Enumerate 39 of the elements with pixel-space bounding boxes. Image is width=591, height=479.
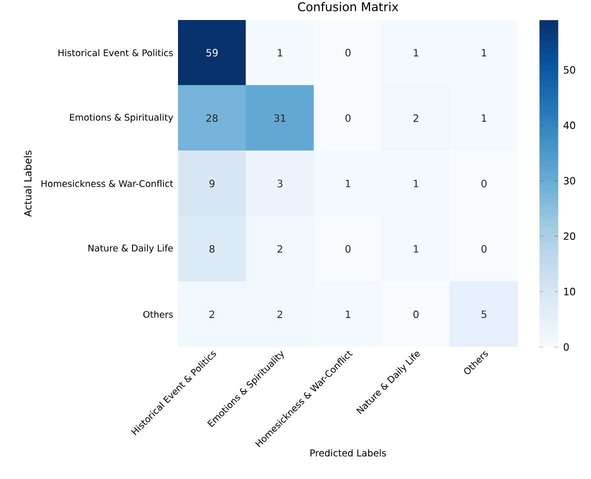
color-bar-label: 50 — [564, 66, 576, 74]
color-bar-label: 10 — [564, 288, 576, 296]
data-label: 28 — [206, 114, 218, 122]
data-label: 1 — [414, 180, 418, 188]
data-label: 0 — [481, 180, 487, 188]
color-bar-label: 40 — [564, 122, 576, 130]
data-label: 1 — [346, 180, 350, 188]
data-label: 0 — [345, 245, 351, 253]
y-axis-title: Actual Labels — [24, 150, 32, 217]
y-tick-label: Homesickness & War-Conflict — [42, 180, 174, 188]
data-label: 1 — [482, 114, 486, 122]
color-bar-label: 20 — [564, 232, 576, 240]
data-label: 1 — [346, 310, 350, 318]
data-label: 2 — [414, 114, 418, 122]
data-label: 2 — [278, 310, 282, 318]
color-bar-label: 30 — [564, 176, 576, 185]
data-label: 0 — [413, 310, 419, 318]
data-label: 0 — [345, 48, 351, 56]
y-tick-label: Nature & Daily Life — [88, 244, 173, 254]
data-label: 1 — [414, 49, 418, 56]
y-tick-label: Others — [143, 310, 173, 318]
data-label: 0 — [345, 114, 351, 122]
y-tick-label: Historical Event & Politics — [58, 49, 173, 56]
data-label: 59 — [206, 48, 218, 56]
data-label: 2 — [278, 245, 282, 253]
data-label: 9 — [209, 180, 214, 188]
data-label: 3 — [278, 180, 282, 188]
data-label: 8 — [209, 245, 214, 253]
y-tick-label: Emotions & Spirituality — [70, 114, 174, 122]
data-label: 2 — [210, 310, 214, 318]
color-bar-label: 0 — [564, 343, 569, 351]
x-axis-title: Predicted Labels — [310, 449, 386, 456]
data-label: 31 — [274, 114, 286, 122]
data-label: 0 — [481, 245, 487, 253]
data-label: 1 — [278, 49, 282, 56]
chart-title: Confusion Matrix — [298, 2, 398, 12]
data-label: 1 — [414, 245, 418, 253]
data-label: 1 — [482, 49, 486, 56]
data-label: 5 — [482, 310, 486, 318]
